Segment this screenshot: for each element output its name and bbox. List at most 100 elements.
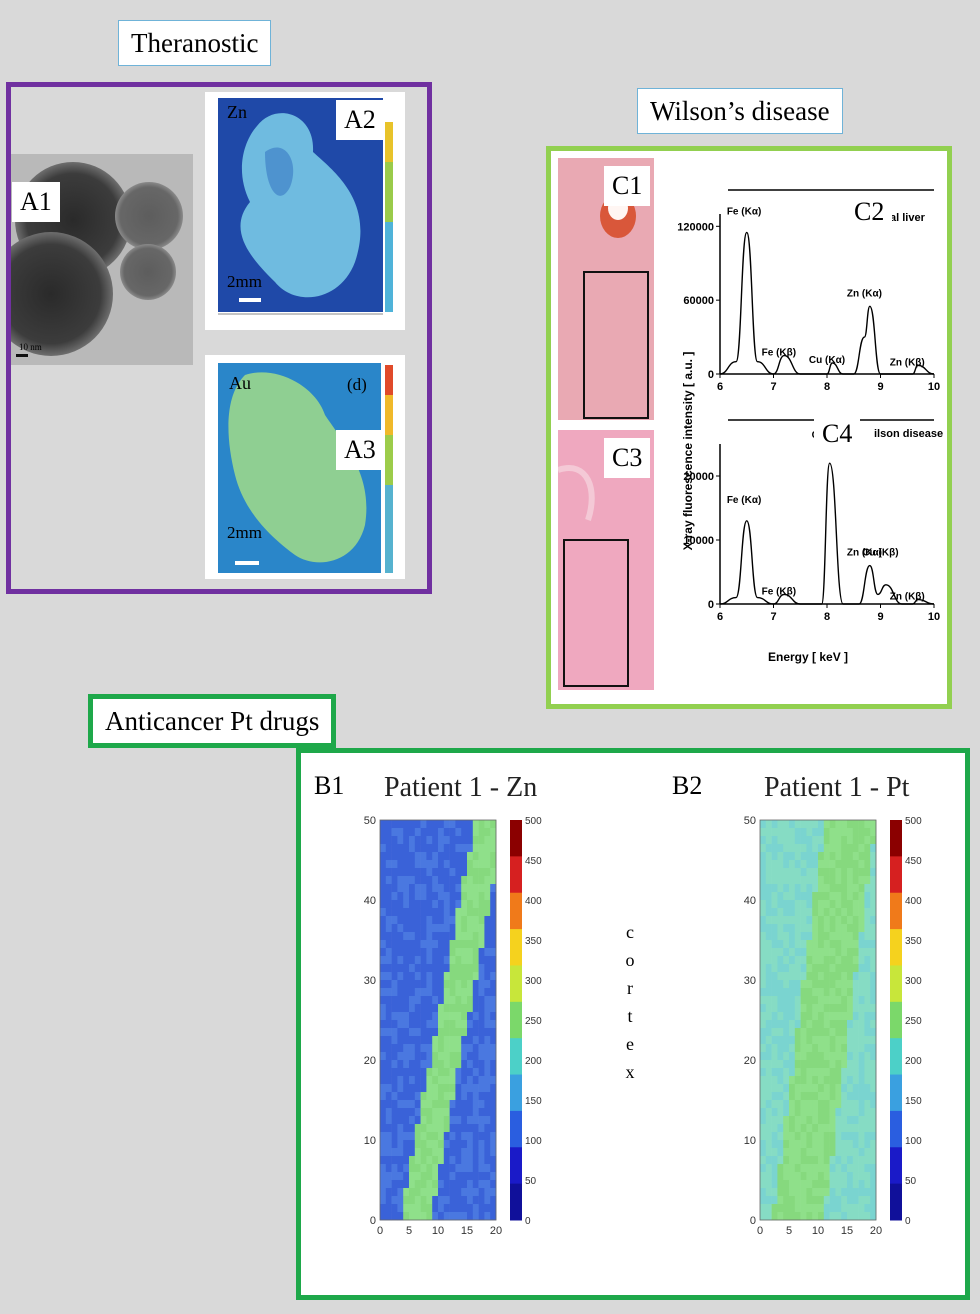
heatmap-cell [829, 940, 836, 949]
heatmap-cell [852, 1116, 859, 1125]
heatmap-cell [449, 836, 456, 845]
heatmap-cell [841, 996, 848, 1005]
heatmap-cell [449, 932, 456, 941]
heatmap-cell [812, 980, 819, 989]
heatmap-cell [461, 1196, 468, 1205]
heatmap-cell [818, 892, 825, 901]
heatmap-y-tick-label: 10 [744, 1135, 756, 1147]
heatmap-cell [829, 1156, 836, 1165]
heatmap-cell [385, 956, 392, 965]
heatmap-cell [823, 1172, 830, 1181]
heatmap-cell [443, 1044, 450, 1053]
xrf-peak-annotation: Zn (Kα) [847, 548, 882, 559]
heatmap-cell [449, 1044, 456, 1053]
heatmap-cell [397, 1164, 404, 1173]
heatmap-cell [777, 1196, 784, 1205]
heatmap-cell [765, 844, 772, 853]
heatmap-cell [403, 1012, 410, 1021]
heatmap-cell [800, 1012, 807, 1021]
heatmap-cell [806, 820, 813, 829]
heatmap-cell [391, 1132, 398, 1141]
heatmap-frame [379, 819, 497, 1221]
heatmap-cell [771, 1180, 778, 1189]
heatmap-cell [443, 1036, 450, 1045]
heatmap-cell [852, 1076, 859, 1085]
heatmap-cell [414, 892, 421, 901]
heatmap-cell [777, 1124, 784, 1133]
xrf-spectrum-line [719, 462, 935, 605]
heatmap-cell [403, 988, 410, 997]
heatmap-cell [385, 1060, 392, 1069]
heatmap-cell [841, 1156, 848, 1165]
heatmap-cell [409, 1172, 416, 1181]
heatmap-cell [829, 868, 836, 877]
heatmap-cell [765, 988, 772, 997]
heatmap-cell [864, 828, 871, 837]
heatmap-cell [385, 1084, 392, 1093]
heatmap-cell [812, 860, 819, 869]
heatmap-cell [823, 1132, 830, 1141]
heatmap-cell [823, 1108, 830, 1117]
heatmap-cell [461, 956, 468, 965]
xrf-peak-annotation: Cu (Kα) [809, 355, 845, 366]
heatmap-y-tick-label: 50 [744, 815, 756, 827]
heatmap-cell [420, 1052, 427, 1061]
heatmap-cell [852, 908, 859, 917]
heatmap-cell [397, 876, 404, 885]
heatmap-cell [472, 1132, 479, 1141]
heatmap-cell [852, 1052, 859, 1061]
xrf-peak-annotation: Fe (Kβ) [762, 348, 796, 359]
heatmap-cell [391, 1140, 398, 1149]
heatmap-cell [414, 1140, 421, 1149]
heatmap-cell [870, 1172, 877, 1181]
heatmap-cell [870, 1108, 877, 1117]
zn-element-label: Zn [227, 102, 247, 122]
heatmap-cell [443, 1060, 450, 1069]
heatmap-cell [409, 1180, 416, 1189]
heatmap-cell [870, 1076, 877, 1085]
heatmap-cell [443, 1020, 450, 1029]
heatmap-cell [385, 1196, 392, 1205]
heatmap-cell [765, 1196, 772, 1205]
heatmap-cell [426, 1140, 433, 1149]
cortex-letter: r [627, 978, 633, 998]
heatmap-cell [858, 1004, 865, 1013]
heatmap-cell [858, 940, 865, 949]
heatmap-cell [806, 924, 813, 933]
heatmap-cell [765, 1028, 772, 1037]
heatmap-cell [806, 1172, 813, 1181]
b1-map-title: Patient 1 - Zn [384, 772, 538, 803]
heatmap-cell [858, 1036, 865, 1045]
heatmap-cell [397, 1212, 404, 1221]
heatmap-cell [794, 884, 801, 893]
heatmap-cell [823, 964, 830, 973]
heatmap-cell [794, 828, 801, 837]
heatmap-cell [847, 908, 854, 917]
heatmap-cell [870, 940, 877, 949]
heatmap-cell [771, 1076, 778, 1085]
heatmap-cell [765, 964, 772, 973]
heatmap-cell [449, 1188, 456, 1197]
cortex-letter: e [626, 1034, 634, 1054]
heatmap-cell [426, 1076, 433, 1085]
heatmap-cell [490, 1180, 497, 1189]
heatmap-cell [870, 1204, 877, 1213]
heatmap-cell [858, 1100, 865, 1109]
heatmap-cell [823, 876, 830, 885]
heatmap-cell [870, 876, 877, 885]
heatmap-cell [847, 1012, 854, 1021]
heatmap-cell [806, 940, 813, 949]
heatmap-cell [461, 1068, 468, 1077]
heatmap-cell [455, 836, 462, 845]
heatmap-cell [858, 1180, 865, 1189]
heatmap-cell [478, 852, 485, 861]
heatmap-cell [852, 1028, 859, 1037]
heatmap-cell [438, 1140, 445, 1149]
heatmap-cell [777, 1012, 784, 1021]
heatmap-cell [794, 908, 801, 917]
heatmap-cell [777, 1068, 784, 1077]
heatmap-cell [818, 1212, 825, 1221]
heatmap-cell [800, 948, 807, 957]
heatmap-cell [870, 1100, 877, 1109]
heatmap-cell [847, 916, 854, 925]
